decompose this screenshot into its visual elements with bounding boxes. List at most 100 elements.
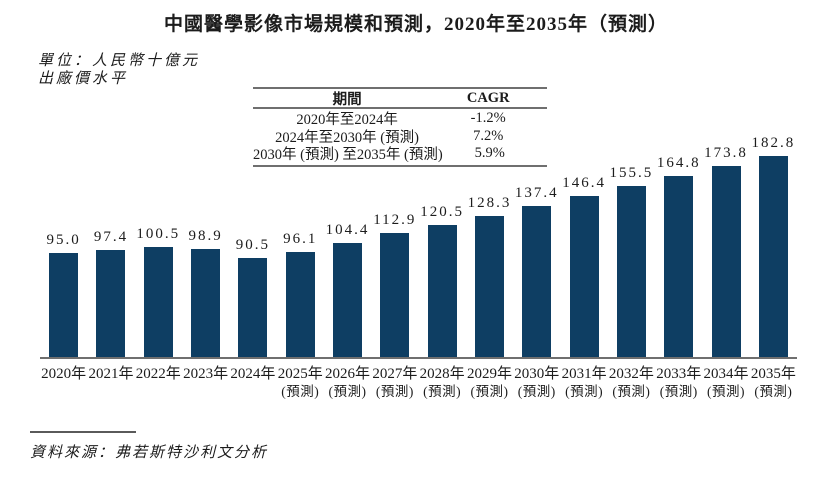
x-axis-forecast-tag: (預測) bbox=[281, 384, 320, 399]
period-cell: 2030年 (預測) 至2035年 (預測) bbox=[253, 147, 443, 164]
bar-value-label: 128.3 bbox=[467, 195, 512, 211]
bar-column: 104.4 bbox=[324, 222, 371, 358]
chart-title: 中國醫學影像市場規模和預測，2020年至2035年（預測） bbox=[163, 14, 668, 35]
bar-column: 97.4 bbox=[87, 229, 134, 358]
x-axis-label: 2029年 (預測) bbox=[466, 366, 513, 400]
x-axis-label: 2024年 bbox=[229, 366, 276, 400]
bar-column: 146.4 bbox=[560, 175, 607, 358]
x-axis-year: 2032年 bbox=[608, 366, 654, 382]
cagr-table: 期間 CAGR 2020年至2024年 -1.2% 2024年至2030年 (預測)… bbox=[253, 87, 547, 167]
bar bbox=[49, 253, 79, 358]
cagr-header-cell: CAGR bbox=[466, 89, 510, 106]
x-axis-year: 2026年 bbox=[325, 366, 371, 382]
x-axis-year: 2021年 bbox=[88, 366, 134, 382]
cagr-table-body: 2020年至2024年 -1.2% 2024年至2030年 (預測) 7.2% 2030… bbox=[253, 109, 547, 165]
x-axis-label: 2023年 bbox=[182, 366, 229, 400]
period-cell: 2024年至2030年 (預測) bbox=[275, 129, 419, 146]
bar-value-label: 95.0 bbox=[46, 232, 81, 248]
bar-column: 155.5 bbox=[608, 165, 655, 358]
unit-note-line2: 出廠價水平 bbox=[38, 71, 129, 87]
cagr-table-row: 2024年至2030年 (預測) 7.2% bbox=[253, 128, 547, 146]
bar-value-label: 137.4 bbox=[514, 185, 559, 201]
bar bbox=[333, 243, 363, 358]
bar bbox=[664, 176, 694, 358]
x-axis-label: 2025年 (預測) bbox=[277, 366, 324, 400]
bar bbox=[569, 196, 599, 358]
bar-column: 98.9 bbox=[182, 228, 229, 358]
cagr-table-header: 期間 CAGR bbox=[253, 89, 547, 109]
x-axis-year: 2028年 bbox=[419, 366, 465, 382]
bar bbox=[96, 250, 126, 358]
x-axis-forecast-tag: (預測) bbox=[612, 384, 651, 399]
bar-value-label: 146.4 bbox=[562, 175, 606, 191]
x-axis-label: 2021年 bbox=[87, 366, 134, 400]
bar-value-label: 96.1 bbox=[283, 231, 318, 247]
x-axis-year: 2027年 bbox=[372, 366, 418, 382]
x-axis-label: 2022年 bbox=[135, 366, 182, 400]
x-axis-forecast-tag: (預測) bbox=[565, 384, 604, 399]
x-axis-label: 2034年 (預測) bbox=[702, 366, 749, 400]
unit-note: 單位：人民幣十億元 出廠價水平 bbox=[38, 52, 200, 88]
bar bbox=[380, 233, 410, 358]
cagr-table-row: 2030年 (預測) 至2035年 (預測) 5.9% bbox=[253, 145, 547, 163]
bar-column: 182.8 bbox=[750, 135, 797, 358]
x-axis-label: 2026年 (預測) bbox=[324, 366, 371, 400]
x-axis-forecast-tag: (預測) bbox=[707, 384, 746, 399]
x-axis-year: 2029年 bbox=[466, 366, 512, 382]
bar-value-label: 120.5 bbox=[420, 204, 465, 220]
bar bbox=[143, 247, 173, 358]
cagr-table-row: 2020年至2024年 -1.2% bbox=[253, 110, 547, 128]
source-divider-line bbox=[30, 431, 136, 433]
x-axis-forecast-tag: (預測) bbox=[470, 384, 509, 399]
x-axis-label: 2033年 (預測) bbox=[655, 366, 702, 400]
bar bbox=[191, 249, 221, 358]
x-axis-year: 2023年 bbox=[183, 366, 229, 382]
x-axis-label: 2028年 (預測) bbox=[419, 366, 466, 400]
bar bbox=[758, 156, 788, 358]
source-note: 資料來源：弗若斯特沙利文分析 bbox=[30, 445, 269, 461]
bar bbox=[238, 258, 268, 358]
bar bbox=[285, 252, 315, 358]
bar-column: 95.0 bbox=[40, 232, 87, 358]
cagr-cell: 5.9% bbox=[474, 145, 505, 162]
bars: 95.0 97.4 100.5 98.9 90.5 96.1 104.4 112.9 120.5… bbox=[40, 130, 797, 358]
x-axis-year: 2034年 bbox=[703, 366, 749, 382]
x-axis-forecast-tag: (預測) bbox=[328, 384, 367, 399]
x-axis-label: 2032年 (預測) bbox=[608, 366, 655, 400]
bar-column: 112.9 bbox=[371, 212, 418, 358]
bar-value-label: 104.4 bbox=[325, 222, 370, 238]
bar bbox=[474, 216, 504, 358]
x-axis-label: 2031年 (預測) bbox=[560, 366, 607, 400]
x-axis-forecast-tag: (預測) bbox=[517, 384, 556, 399]
bar-value-label: 97.4 bbox=[93, 229, 129, 245]
bar bbox=[427, 225, 457, 358]
unit-note-line1: 單位：人民幣十億元 bbox=[38, 53, 201, 69]
bar-column: 173.8 bbox=[702, 145, 749, 358]
x-axis-line bbox=[40, 357, 797, 359]
x-axis-forecast-tag: (預測) bbox=[375, 384, 414, 399]
cagr-cell: 7.2% bbox=[473, 127, 504, 144]
bar-value-label: 173.8 bbox=[704, 145, 748, 161]
bar-value-label: 98.9 bbox=[188, 228, 223, 244]
bar-column: 90.5 bbox=[229, 237, 276, 358]
x-axis-year: 2024年 bbox=[230, 366, 276, 382]
bar-column: 100.5 bbox=[135, 226, 182, 358]
bar-value-label: 164.8 bbox=[656, 155, 701, 171]
bar-value-label: 100.5 bbox=[136, 226, 181, 242]
bar-column: 128.3 bbox=[466, 195, 513, 358]
period-cell: 2020年至2024年 bbox=[296, 112, 398, 129]
bar-value-label: 112.9 bbox=[373, 212, 417, 228]
bar-column: 96.1 bbox=[277, 231, 324, 358]
x-axis-label: 2020年 bbox=[40, 366, 87, 400]
period-header-cell: 期間 bbox=[332, 91, 362, 108]
bar-value-label: 90.5 bbox=[235, 237, 271, 253]
x-axis-year: 2020年 bbox=[41, 366, 87, 382]
cagr-cell: -1.2% bbox=[470, 110, 506, 127]
bar-column: 164.8 bbox=[655, 155, 702, 358]
bar-value-label: 155.5 bbox=[609, 165, 654, 181]
x-axis-label: 2027年 (預測) bbox=[371, 366, 418, 400]
bar-column: 137.4 bbox=[513, 185, 560, 358]
x-axis-year: 2025年 bbox=[277, 366, 323, 382]
x-axis-labels: 2020年 2021年 2022年 2023年 2024年 2025年 (預測) 2026年 (… bbox=[40, 366, 797, 400]
